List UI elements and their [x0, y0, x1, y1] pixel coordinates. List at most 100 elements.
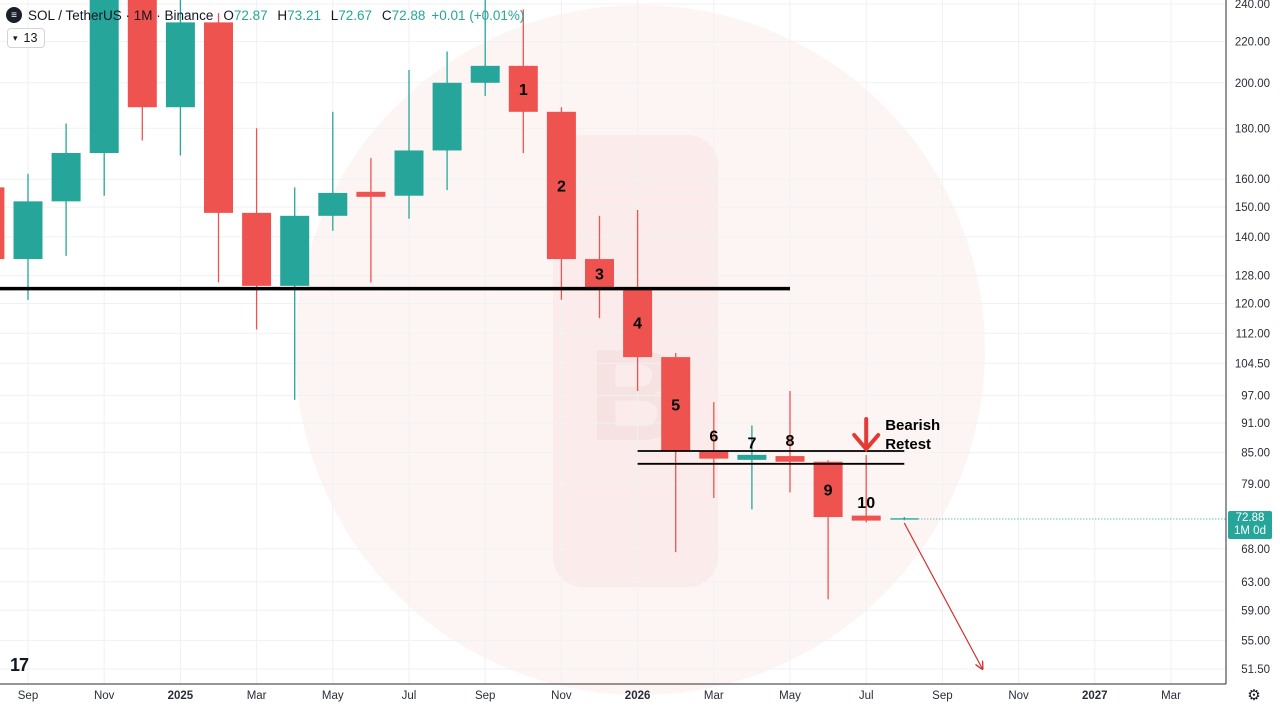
bearish-retest-annotation: Bearish Retest — [852, 417, 940, 453]
current-price: 72.88 — [1235, 512, 1265, 524]
open-value: 72.87 — [233, 7, 268, 23]
annotations: Bearish Retest — [852, 417, 1226, 669]
time-tick-label: Sep — [475, 690, 495, 702]
candle — [470, 0, 500, 96]
candle-body — [356, 191, 386, 197]
solana-logo-icon: ≡ — [6, 7, 22, 23]
indicators-toggle-button[interactable]: ▾ 13 — [7, 28, 46, 48]
time-tick-label: Sep — [18, 690, 38, 702]
candle-label: 3 — [595, 266, 604, 283]
candle — [623, 209, 653, 392]
arrow-down-icon — [852, 417, 881, 453]
candle — [546, 107, 576, 300]
candle — [51, 123, 81, 256]
time-tick-label: 2027 — [1082, 690, 1108, 702]
price-tick-label: 51.50 — [1241, 664, 1270, 676]
candle — [89, 0, 119, 196]
price-tick-label: 91.00 — [1241, 418, 1270, 430]
candle — [318, 111, 348, 231]
candle-body — [204, 22, 233, 213]
candle — [813, 460, 843, 600]
price-tick-label: 55.00 — [1241, 636, 1270, 648]
price-tick-label: 240.00 — [1235, 0, 1270, 11]
chart-settings-button[interactable]: ⚙ — [1244, 685, 1264, 705]
price-tick-label: 97.00 — [1241, 390, 1270, 402]
annotation-text: Retest — [885, 436, 931, 453]
candle-body — [737, 454, 767, 460]
candle — [356, 158, 386, 283]
indicator-count: 13 — [23, 31, 38, 45]
candle-label: 1 — [519, 82, 528, 99]
close-value: 72.88 — [391, 7, 426, 23]
price-tick-label: 160.00 — [1235, 174, 1270, 186]
candle-body — [432, 82, 462, 151]
candle-body — [775, 456, 805, 462]
candle — [13, 173, 43, 300]
horizontal-levels — [0, 286, 905, 465]
symbol-title[interactable]: SOL / TetherUS · 1M · Binance — [28, 7, 214, 23]
candle — [0, 187, 5, 260]
low-value: 72.67 — [338, 7, 373, 23]
projection-arrow — [903, 522, 982, 669]
candle — [661, 353, 691, 553]
candle-body — [699, 451, 729, 459]
price-tick-label: 63.00 — [1241, 577, 1270, 589]
candle — [585, 215, 614, 319]
gear-icon: ⚙ — [1247, 687, 1261, 704]
price-tick-label: 104.50 — [1235, 358, 1270, 370]
price-tick-label: 220.00 — [1235, 37, 1270, 49]
candle-labels: 1 2 3 4 5 6 7 8 9 10 — [519, 82, 875, 512]
candle-label: 6 — [709, 428, 718, 445]
time-tick-label: Nov — [94, 690, 115, 702]
time-tick-label: May — [779, 690, 801, 702]
candle-body — [165, 22, 195, 108]
candle-body — [470, 65, 500, 83]
candle-label: 8 — [786, 433, 795, 450]
symbol-legend[interactable]: ≡ SOL / TetherUS · 1M · Binance O72.87 H… — [6, 5, 524, 25]
tradingview-logo[interactable]: 17 — [10, 655, 29, 675]
candle-label: 4 — [633, 315, 642, 332]
price-tick-label: 59.00 — [1241, 605, 1270, 617]
candle-body — [280, 215, 310, 286]
open-key: O — [223, 7, 234, 23]
price-tick-label: 112.00 — [1236, 328, 1270, 340]
high-key: H — [277, 7, 288, 23]
candle-body — [242, 212, 272, 286]
annotation-text: Bearish — [885, 417, 940, 434]
candle-body — [585, 259, 614, 288]
price-tick-label: 85.00 — [1241, 447, 1270, 459]
candle — [737, 425, 767, 510]
price-tick-label: 79.00 — [1241, 479, 1270, 491]
candle-body — [851, 515, 881, 521]
candle — [242, 128, 272, 330]
price-tick-label: 140.00 — [1235, 232, 1270, 244]
price-tick-label: 200.00 — [1235, 78, 1270, 90]
candle — [204, 13, 233, 283]
candle-label: 2 — [557, 178, 566, 195]
candle-label: 7 — [747, 436, 756, 453]
candle — [890, 517, 919, 521]
current-price-badge: 72.88 1M 0d — [1228, 511, 1272, 539]
high-value: 73.21 — [287, 7, 321, 23]
time-tick-label: Mar — [704, 690, 724, 702]
price-tick-label: 68.00 — [1241, 544, 1270, 556]
candle — [775, 391, 805, 493]
time-tick-label: Nov — [551, 690, 572, 702]
candle-body — [13, 201, 43, 260]
candle-body — [813, 461, 843, 518]
candle — [508, 9, 538, 153]
ohlc-values: O72.87 H73.21 L72.67 C72.88 — [223, 8, 431, 23]
time-tick-label: Mar — [1161, 690, 1181, 702]
candle-body — [661, 357, 691, 452]
candle — [280, 187, 310, 400]
candle-body — [508, 65, 538, 112]
candle-body — [89, 0, 119, 153]
candle-label: 10 — [857, 495, 875, 512]
price-tick-label: 128.00 — [1235, 271, 1270, 283]
time-tick-label: Mar — [247, 690, 267, 702]
price-tick-label: 180.00 — [1235, 123, 1270, 135]
low-key: L — [330, 7, 339, 23]
time-tick-label: 2026 — [625, 690, 651, 702]
